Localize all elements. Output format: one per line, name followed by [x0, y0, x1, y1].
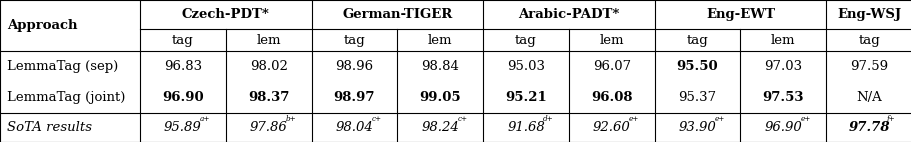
Text: 97.03: 97.03	[763, 60, 802, 73]
Text: tag: tag	[343, 34, 365, 47]
Text: a+: a+	[200, 115, 210, 123]
Text: 98.02: 98.02	[250, 60, 287, 73]
Text: 91.68: 91.68	[507, 121, 544, 134]
Text: 97.59: 97.59	[849, 60, 887, 73]
Text: lem: lem	[427, 34, 452, 47]
Text: Czech-PDT*: Czech-PDT*	[181, 8, 270, 21]
Text: 96.07: 96.07	[592, 60, 630, 73]
Text: LemmaTag (sep): LemmaTag (sep)	[7, 60, 118, 73]
Text: 95.37: 95.37	[678, 91, 716, 104]
Text: 98.37: 98.37	[248, 91, 289, 104]
Text: 96.83: 96.83	[164, 60, 201, 73]
Text: 98.24: 98.24	[421, 121, 458, 134]
Text: tag: tag	[686, 34, 708, 47]
Text: b+: b+	[286, 115, 296, 123]
Text: N/A: N/A	[855, 91, 881, 104]
Text: Eng-EWT: Eng-EWT	[705, 8, 774, 21]
Text: 98.97: 98.97	[333, 91, 374, 104]
Text: 95.03: 95.03	[507, 60, 545, 73]
Text: Eng-WSJ: Eng-WSJ	[836, 8, 900, 21]
Text: c+: c+	[372, 115, 382, 123]
Text: 96.08: 96.08	[590, 91, 632, 104]
Text: tag: tag	[857, 34, 879, 47]
Text: 99.05: 99.05	[419, 91, 460, 104]
Text: d+: d+	[543, 115, 554, 123]
Text: 97.78: 97.78	[847, 121, 889, 134]
Text: lem: lem	[770, 34, 794, 47]
Text: 95.89: 95.89	[164, 121, 201, 134]
Text: SoTA results: SoTA results	[7, 121, 92, 134]
Text: 93.90: 93.90	[678, 121, 716, 134]
Text: 98.96: 98.96	[335, 60, 374, 73]
Text: Approach: Approach	[7, 19, 77, 32]
Text: 96.90: 96.90	[162, 91, 203, 104]
Text: LemmaTag (joint): LemmaTag (joint)	[7, 91, 126, 104]
Text: 92.60: 92.60	[592, 121, 630, 134]
Text: c+: c+	[457, 115, 467, 123]
Text: e+: e+	[800, 115, 810, 123]
Text: 98.84: 98.84	[421, 60, 458, 73]
Text: Arabic-PADT*: Arabic-PADT*	[517, 8, 619, 21]
Text: 97.86: 97.86	[250, 121, 287, 134]
Text: 96.90: 96.90	[763, 121, 802, 134]
Text: 95.21: 95.21	[505, 91, 547, 104]
Text: 97.53: 97.53	[762, 91, 804, 104]
Text: e+: e+	[714, 115, 724, 123]
Text: 95.50: 95.50	[676, 60, 718, 73]
Text: tag: tag	[515, 34, 537, 47]
Text: f+: f+	[885, 115, 895, 123]
Text: tag: tag	[172, 34, 193, 47]
Text: lem: lem	[599, 34, 623, 47]
Text: 98.04: 98.04	[335, 121, 373, 134]
Text: lem: lem	[256, 34, 281, 47]
Text: e+: e+	[629, 115, 639, 123]
Text: German-TIGER: German-TIGER	[342, 8, 452, 21]
